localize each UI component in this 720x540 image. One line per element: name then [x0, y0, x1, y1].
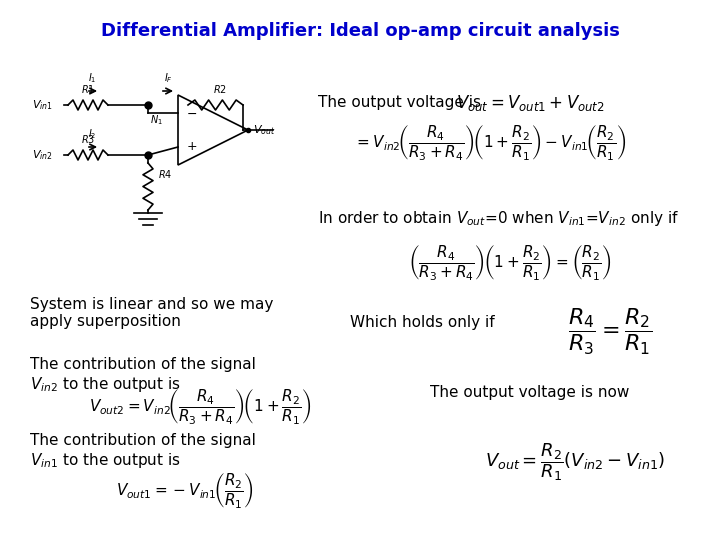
Text: $R2$: $R2$: [213, 83, 227, 95]
Text: $R1$: $R1$: [81, 83, 95, 95]
Text: $V_{out2} = V_{in2}\!\left(\dfrac{R_4}{R_3+R_4}\right)\!\left(1+\dfrac{R_2}{R_1}: $V_{out2} = V_{in2}\!\left(\dfrac{R_4}{R…: [89, 388, 311, 427]
Text: The output voltage is: The output voltage is: [318, 96, 481, 111]
Text: $V_{out}$: $V_{out}$: [253, 123, 276, 137]
Text: The contribution of the signal
$V_{in2}$ to the output is: The contribution of the signal $V_{in2}$…: [30, 357, 256, 394]
Text: $\dfrac{R_4}{R_3} = \dfrac{R_2}{R_1}$: $\dfrac{R_4}{R_3} = \dfrac{R_2}{R_1}$: [568, 307, 652, 357]
Text: $-$: $-$: [186, 106, 197, 119]
Text: $\left(\dfrac{R_4}{R_3+R_4}\right)\!\left(1+\dfrac{R_2}{R_1}\right) = \left(\dfr: $\left(\dfrac{R_4}{R_3+R_4}\right)\!\lef…: [408, 242, 612, 281]
Text: $I_F$: $I_F$: [163, 71, 172, 85]
Text: $V_{in1}$: $V_{in1}$: [32, 98, 53, 112]
Text: $R4$: $R4$: [158, 168, 172, 180]
Text: $R3$: $R3$: [81, 133, 95, 145]
Text: $I_1$: $I_1$: [88, 71, 96, 85]
Text: Which holds only if: Which holds only if: [350, 314, 495, 329]
Text: The contribution of the signal
$V_{in1}$ to the output is: The contribution of the signal $V_{in1}$…: [30, 433, 256, 470]
Text: $V_{in2}$: $V_{in2}$: [32, 148, 53, 162]
Text: $N_1$: $N_1$: [150, 113, 163, 127]
Text: $I_2$: $I_2$: [88, 127, 96, 141]
Text: $= V_{in2}\!\left(\dfrac{R_4}{R_3+R_4}\right)\!\left(1+\dfrac{R_2}{R_1}\right) -: $= V_{in2}\!\left(\dfrac{R_4}{R_3+R_4}\r…: [354, 123, 626, 161]
Text: $V_{out} = \dfrac{R_2}{R_1}(V_{in2} - V_{in1})$: $V_{out} = \dfrac{R_2}{R_1}(V_{in2} - V_…: [485, 441, 665, 483]
Text: The output voltage is now: The output voltage is now: [430, 384, 629, 400]
Text: $+$: $+$: [186, 140, 197, 153]
Text: Differential Amplifier: Ideal op-amp circuit analysis: Differential Amplifier: Ideal op-amp cir…: [101, 22, 619, 40]
Text: In order to obtain $V_{out}$=0 when $V_{in1}$=$V_{in2}$ only if: In order to obtain $V_{out}$=0 when $V_{…: [318, 208, 679, 227]
Text: System is linear and so we may
apply superposition: System is linear and so we may apply sup…: [30, 297, 274, 329]
Text: $V_{out} = V_{out1} + V_{out2}$: $V_{out} = V_{out1} + V_{out2}$: [456, 93, 604, 113]
Text: $V_{out1} = -V_{in1}\!\left(\dfrac{R_2}{R_1}\right)$: $V_{out1} = -V_{in1}\!\left(\dfrac{R_2}{…: [116, 470, 254, 510]
